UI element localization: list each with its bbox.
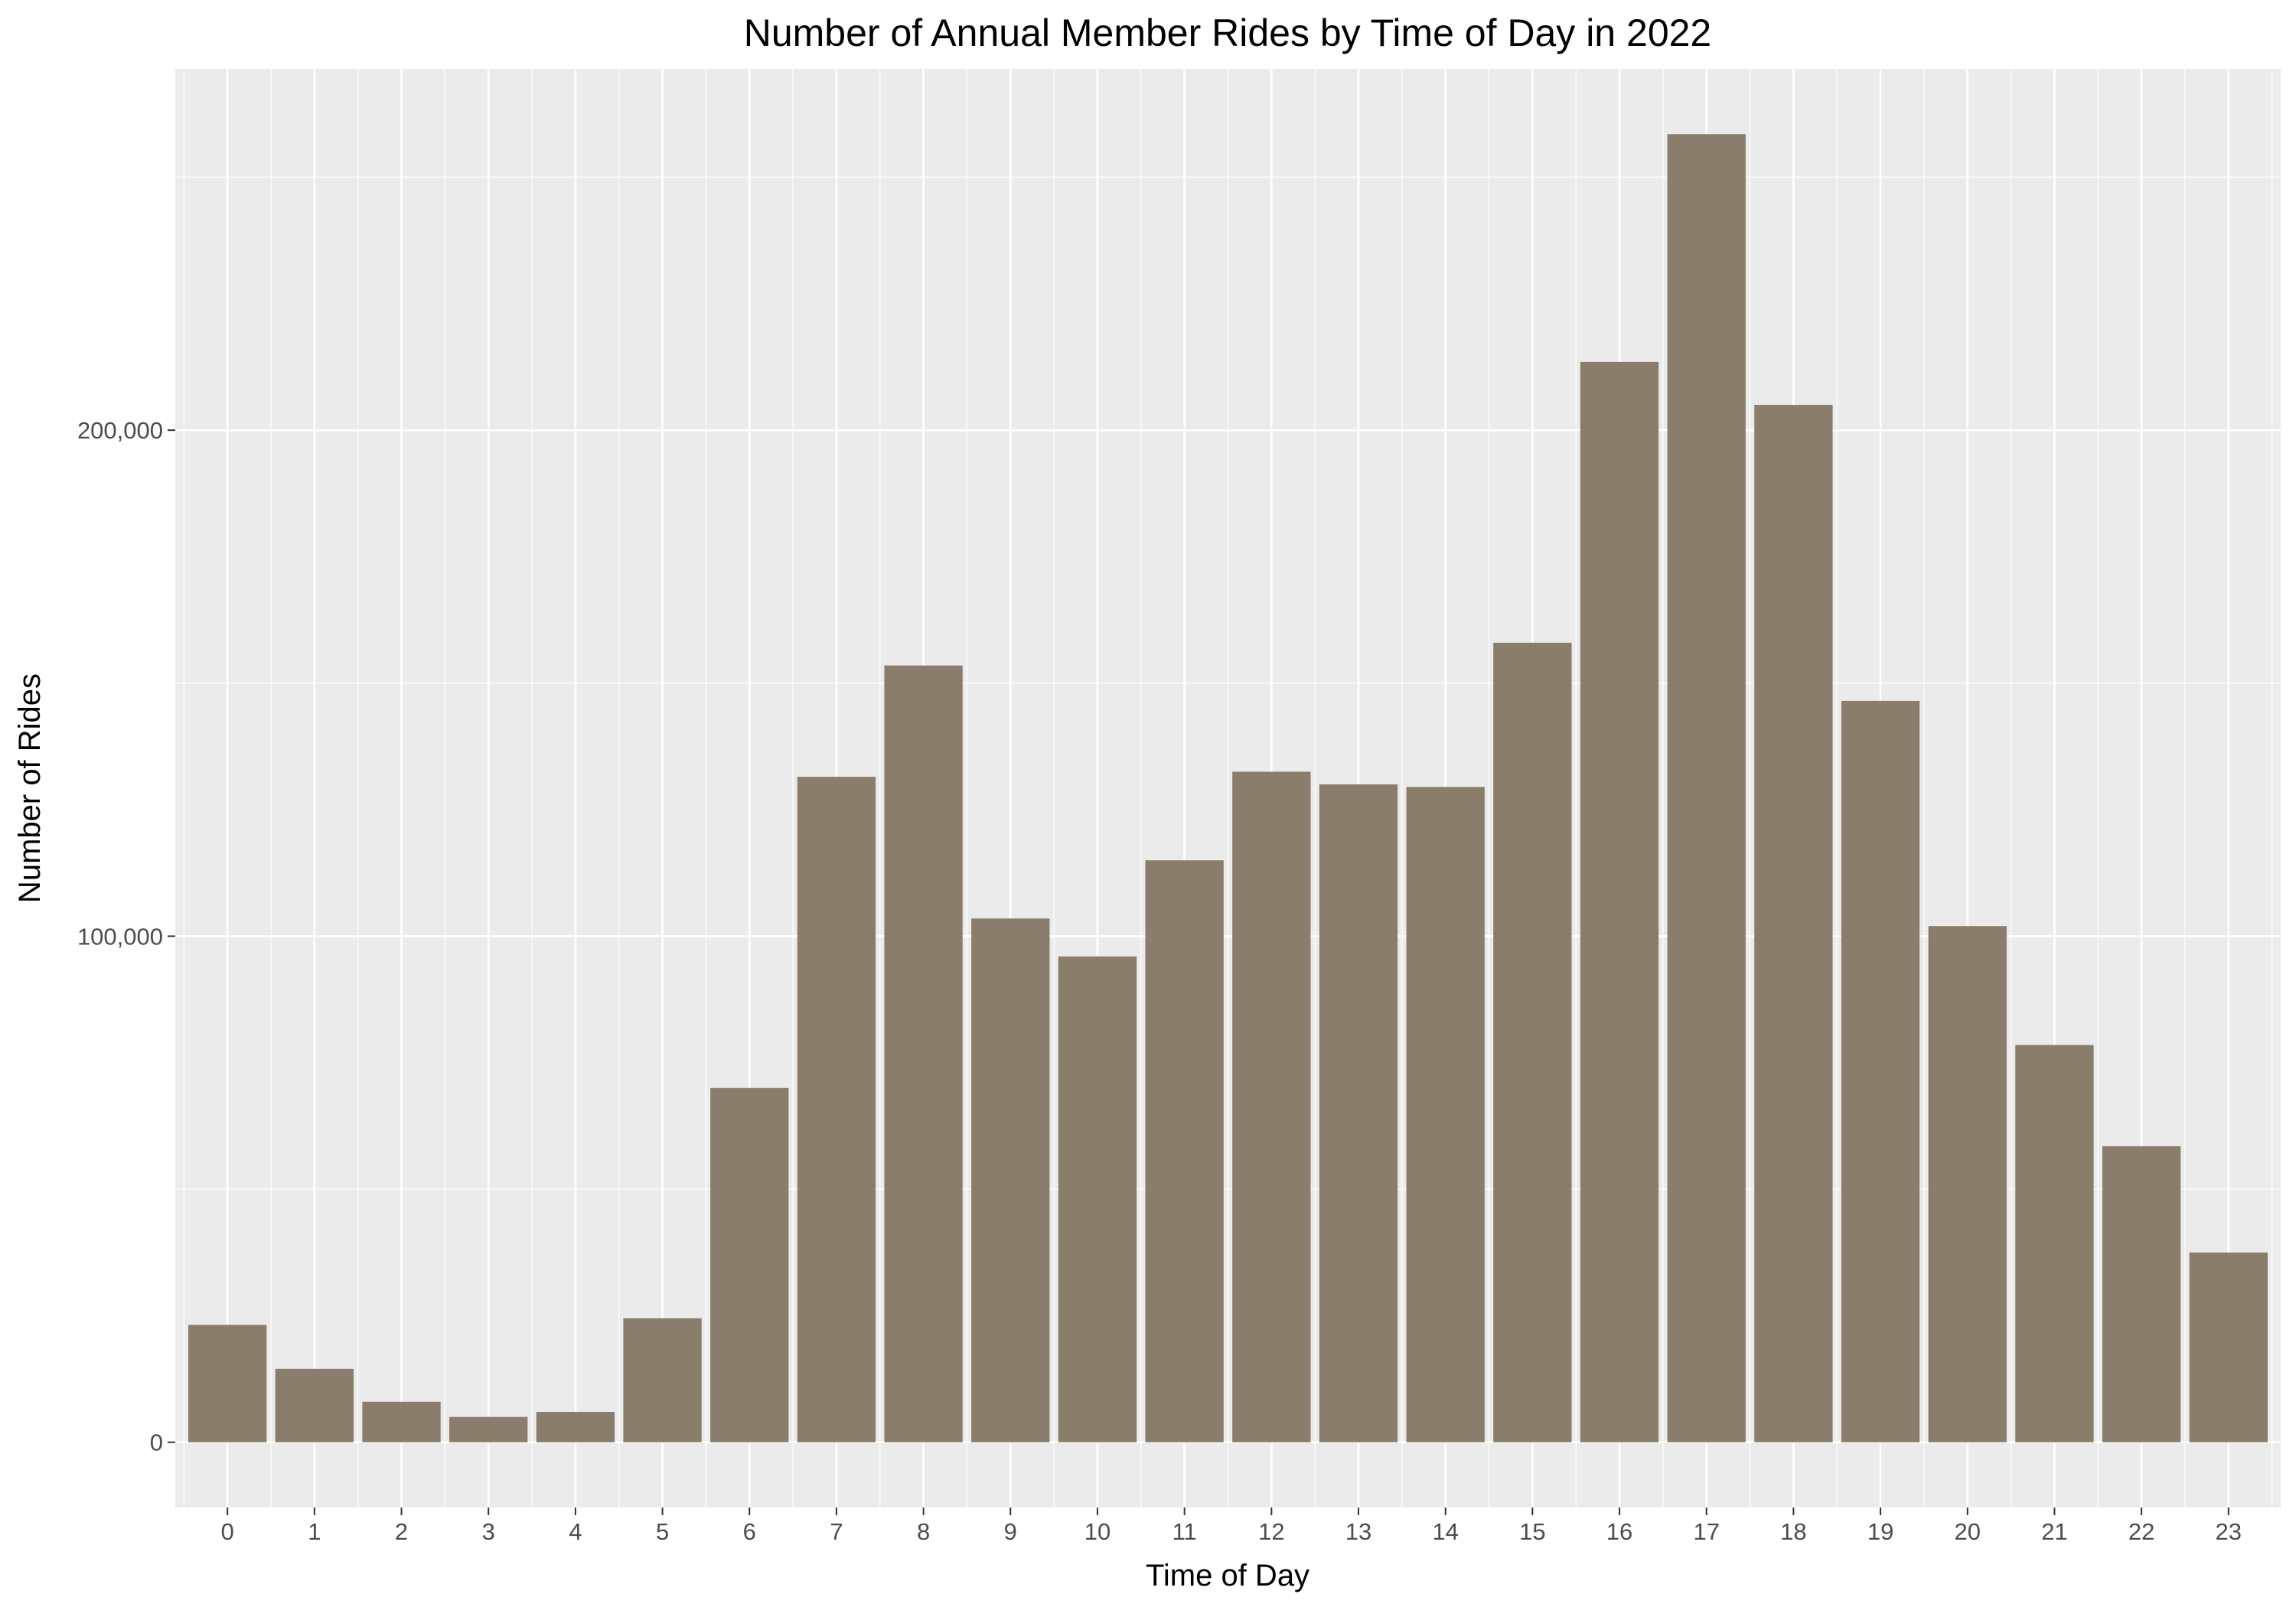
x-tick-label: 21 bbox=[2041, 1518, 2067, 1545]
bar-12 bbox=[1232, 771, 1311, 1442]
x-tick-label: 5 bbox=[656, 1518, 669, 1545]
x-tick-label: 0 bbox=[221, 1518, 234, 1545]
y-tick-label: 0 bbox=[150, 1429, 163, 1456]
bar-19 bbox=[1841, 700, 1920, 1442]
x-tick-label: 4 bbox=[569, 1518, 582, 1545]
bar-1 bbox=[275, 1368, 354, 1442]
bar-7 bbox=[797, 777, 876, 1442]
x-tick-label: 15 bbox=[1519, 1518, 1545, 1545]
bars bbox=[188, 134, 2268, 1442]
bar-4 bbox=[536, 1412, 615, 1442]
x-tick-label: 16 bbox=[1606, 1518, 1632, 1545]
x-tick-label: 1 bbox=[308, 1518, 321, 1545]
bar-22 bbox=[2102, 1146, 2181, 1442]
x-tick-label: 11 bbox=[1172, 1518, 1197, 1545]
y-axis-title: Number of Rides bbox=[13, 673, 47, 903]
x-axis: 0 1 2 3 4 5 6 7 8 9 10 11 12 13 14 15 16 17 18 19 20 21 22 23 bbox=[221, 1508, 2242, 1545]
bar-8 bbox=[884, 665, 963, 1442]
x-tick-label: 23 bbox=[2216, 1518, 2242, 1545]
bar-5 bbox=[623, 1318, 702, 1442]
x-tick-label: 19 bbox=[1867, 1518, 1893, 1545]
bar-10 bbox=[1058, 956, 1137, 1442]
x-tick-label: 14 bbox=[1432, 1518, 1458, 1545]
bar-15 bbox=[1493, 642, 1572, 1442]
bar-11 bbox=[1145, 860, 1224, 1442]
y-axis: 0 100,000 200,000 bbox=[77, 417, 175, 1456]
bar-20 bbox=[1928, 926, 2007, 1442]
bar-21 bbox=[2015, 1045, 2094, 1442]
x-tick-label: 12 bbox=[1258, 1518, 1284, 1545]
x-tick-label: 17 bbox=[1693, 1518, 1719, 1545]
x-tick-label: 13 bbox=[1345, 1518, 1371, 1545]
bar-13 bbox=[1319, 784, 1398, 1442]
bar-9 bbox=[971, 918, 1050, 1442]
bar-14 bbox=[1406, 787, 1485, 1442]
bar-6 bbox=[710, 1087, 789, 1442]
x-tick-label: 2 bbox=[395, 1518, 408, 1545]
x-tick-label: 22 bbox=[2128, 1518, 2154, 1545]
x-tick-label: 3 bbox=[482, 1518, 495, 1545]
bar-2 bbox=[362, 1401, 441, 1442]
x-axis-title: Time of Day bbox=[1146, 1559, 1309, 1592]
bar-0 bbox=[188, 1325, 267, 1442]
bar-18 bbox=[1754, 405, 1833, 1442]
bar-16 bbox=[1580, 361, 1659, 1442]
x-tick-label: 10 bbox=[1084, 1518, 1110, 1545]
bar-23 bbox=[2189, 1252, 2268, 1442]
x-tick-label: 7 bbox=[830, 1518, 843, 1545]
x-tick-label: 20 bbox=[1955, 1518, 1981, 1545]
x-tick-label: 8 bbox=[917, 1518, 930, 1545]
x-tick-label: 9 bbox=[1004, 1518, 1017, 1545]
x-tick-label: 18 bbox=[1780, 1518, 1806, 1545]
y-tick-label: 200,000 bbox=[77, 417, 163, 444]
chart-title: Number of Annual Member Rides by Time of… bbox=[744, 11, 1712, 54]
bar-3 bbox=[449, 1416, 528, 1442]
y-tick-label: 100,000 bbox=[77, 923, 163, 950]
bar-17 bbox=[1667, 134, 1746, 1442]
x-tick-label: 6 bbox=[743, 1518, 756, 1545]
